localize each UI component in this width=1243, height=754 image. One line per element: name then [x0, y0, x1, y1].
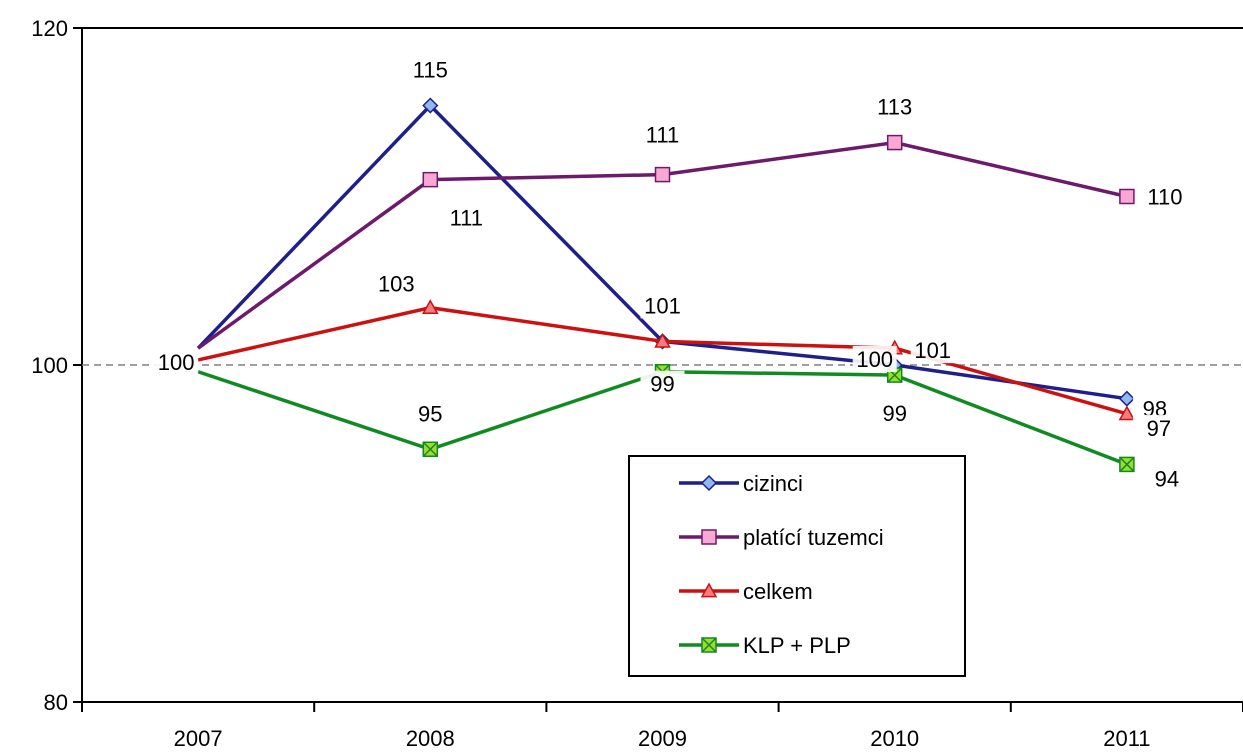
series-layer	[196, 97, 1136, 473]
data-point-marker	[1118, 405, 1136, 421]
legend-label: platící tuzemci	[743, 525, 884, 550]
data-label: 101	[644, 293, 681, 318]
data-label-bg	[154, 348, 199, 375]
data-point-marker	[654, 332, 671, 348]
legend-item-2: celkem	[679, 579, 813, 604]
data-label-bg	[1144, 465, 1189, 492]
data-label: 95	[418, 401, 442, 426]
data-point-marker	[1119, 456, 1135, 473]
data-label-bg	[640, 370, 685, 397]
data-point-marker	[422, 441, 439, 457]
data-label-bg	[640, 292, 685, 319]
data-label: 97	[1147, 416, 1171, 441]
data-label: 99	[882, 401, 906, 426]
legend-item-0: cizinci	[679, 471, 803, 496]
legend-box	[628, 455, 966, 677]
data-label-bg	[852, 346, 897, 372]
data-label: 111	[646, 123, 679, 148]
marker-cross	[422, 441, 438, 457]
series-line	[196, 102, 1128, 401]
y-tick-label: 120	[31, 16, 68, 41]
x-tick-label: 2009	[638, 726, 687, 751]
marker-cross	[701, 637, 717, 653]
legend-item-1: platící tuzemci	[679, 525, 884, 550]
data-label-bg	[374, 270, 419, 297]
legend-marker	[700, 474, 718, 492]
legend-marker	[701, 637, 717, 653]
data-point-marker	[654, 166, 671, 183]
legend-marker	[700, 582, 718, 598]
data-label: 100	[856, 347, 893, 372]
marker-cross	[887, 367, 903, 383]
legend-label: KLP + PLP	[743, 633, 851, 658]
data-label: 113	[877, 95, 912, 120]
y-tick-label: 80	[44, 690, 68, 715]
legend-item-3: KLP + PLP	[679, 633, 851, 658]
data-label-bg	[408, 400, 453, 427]
data-point-marker	[886, 134, 903, 151]
data-label-bg	[640, 121, 685, 148]
series-line	[197, 305, 1128, 416]
y-tick-label: 100	[31, 353, 68, 378]
data-label-bg	[872, 400, 917, 427]
data-label-bg	[1136, 414, 1181, 441]
data-label: 111	[450, 206, 483, 231]
legend-label: celkem	[743, 579, 813, 604]
data-label: 101	[914, 338, 951, 363]
data-point-marker	[1118, 390, 1135, 407]
axes: 80 100 120 2007 2008 2009 2010 2011	[31, 16, 1243, 751]
data-point-marker	[422, 299, 439, 315]
marker-cross	[1119, 456, 1135, 472]
legend-marker	[701, 529, 717, 545]
x-tick-label: 2010	[870, 726, 919, 751]
data-point-marker	[422, 171, 439, 188]
data-label: 99	[650, 372, 674, 397]
data-label-bg	[408, 56, 453, 83]
data-label: 110	[1147, 185, 1182, 210]
data-label: 94	[1155, 466, 1179, 491]
data-label-bg	[910, 337, 955, 364]
x-tick-label: 2008	[406, 726, 455, 751]
data-label-bg	[444, 204, 489, 231]
data-label: 115	[413, 58, 448, 83]
data-label: 100	[158, 350, 195, 375]
data-label-bg	[1142, 183, 1187, 210]
series-1	[197, 134, 1135, 350]
series-2	[197, 299, 1136, 421]
data-label: 103	[378, 272, 415, 297]
x-tick-label: 2007	[174, 726, 223, 751]
legend: cizinci platící tuzemci celkem KLP + PLP	[628, 455, 966, 677]
data-labels-layer: 1151009811111111311010010310110197959999…	[154, 56, 1189, 492]
data-point-marker	[1119, 188, 1135, 205]
x-tick-label: 2011	[1103, 726, 1150, 751]
legend-label: cizinci	[743, 471, 803, 496]
data-label-bg	[872, 93, 917, 120]
data-point-marker	[422, 97, 439, 114]
